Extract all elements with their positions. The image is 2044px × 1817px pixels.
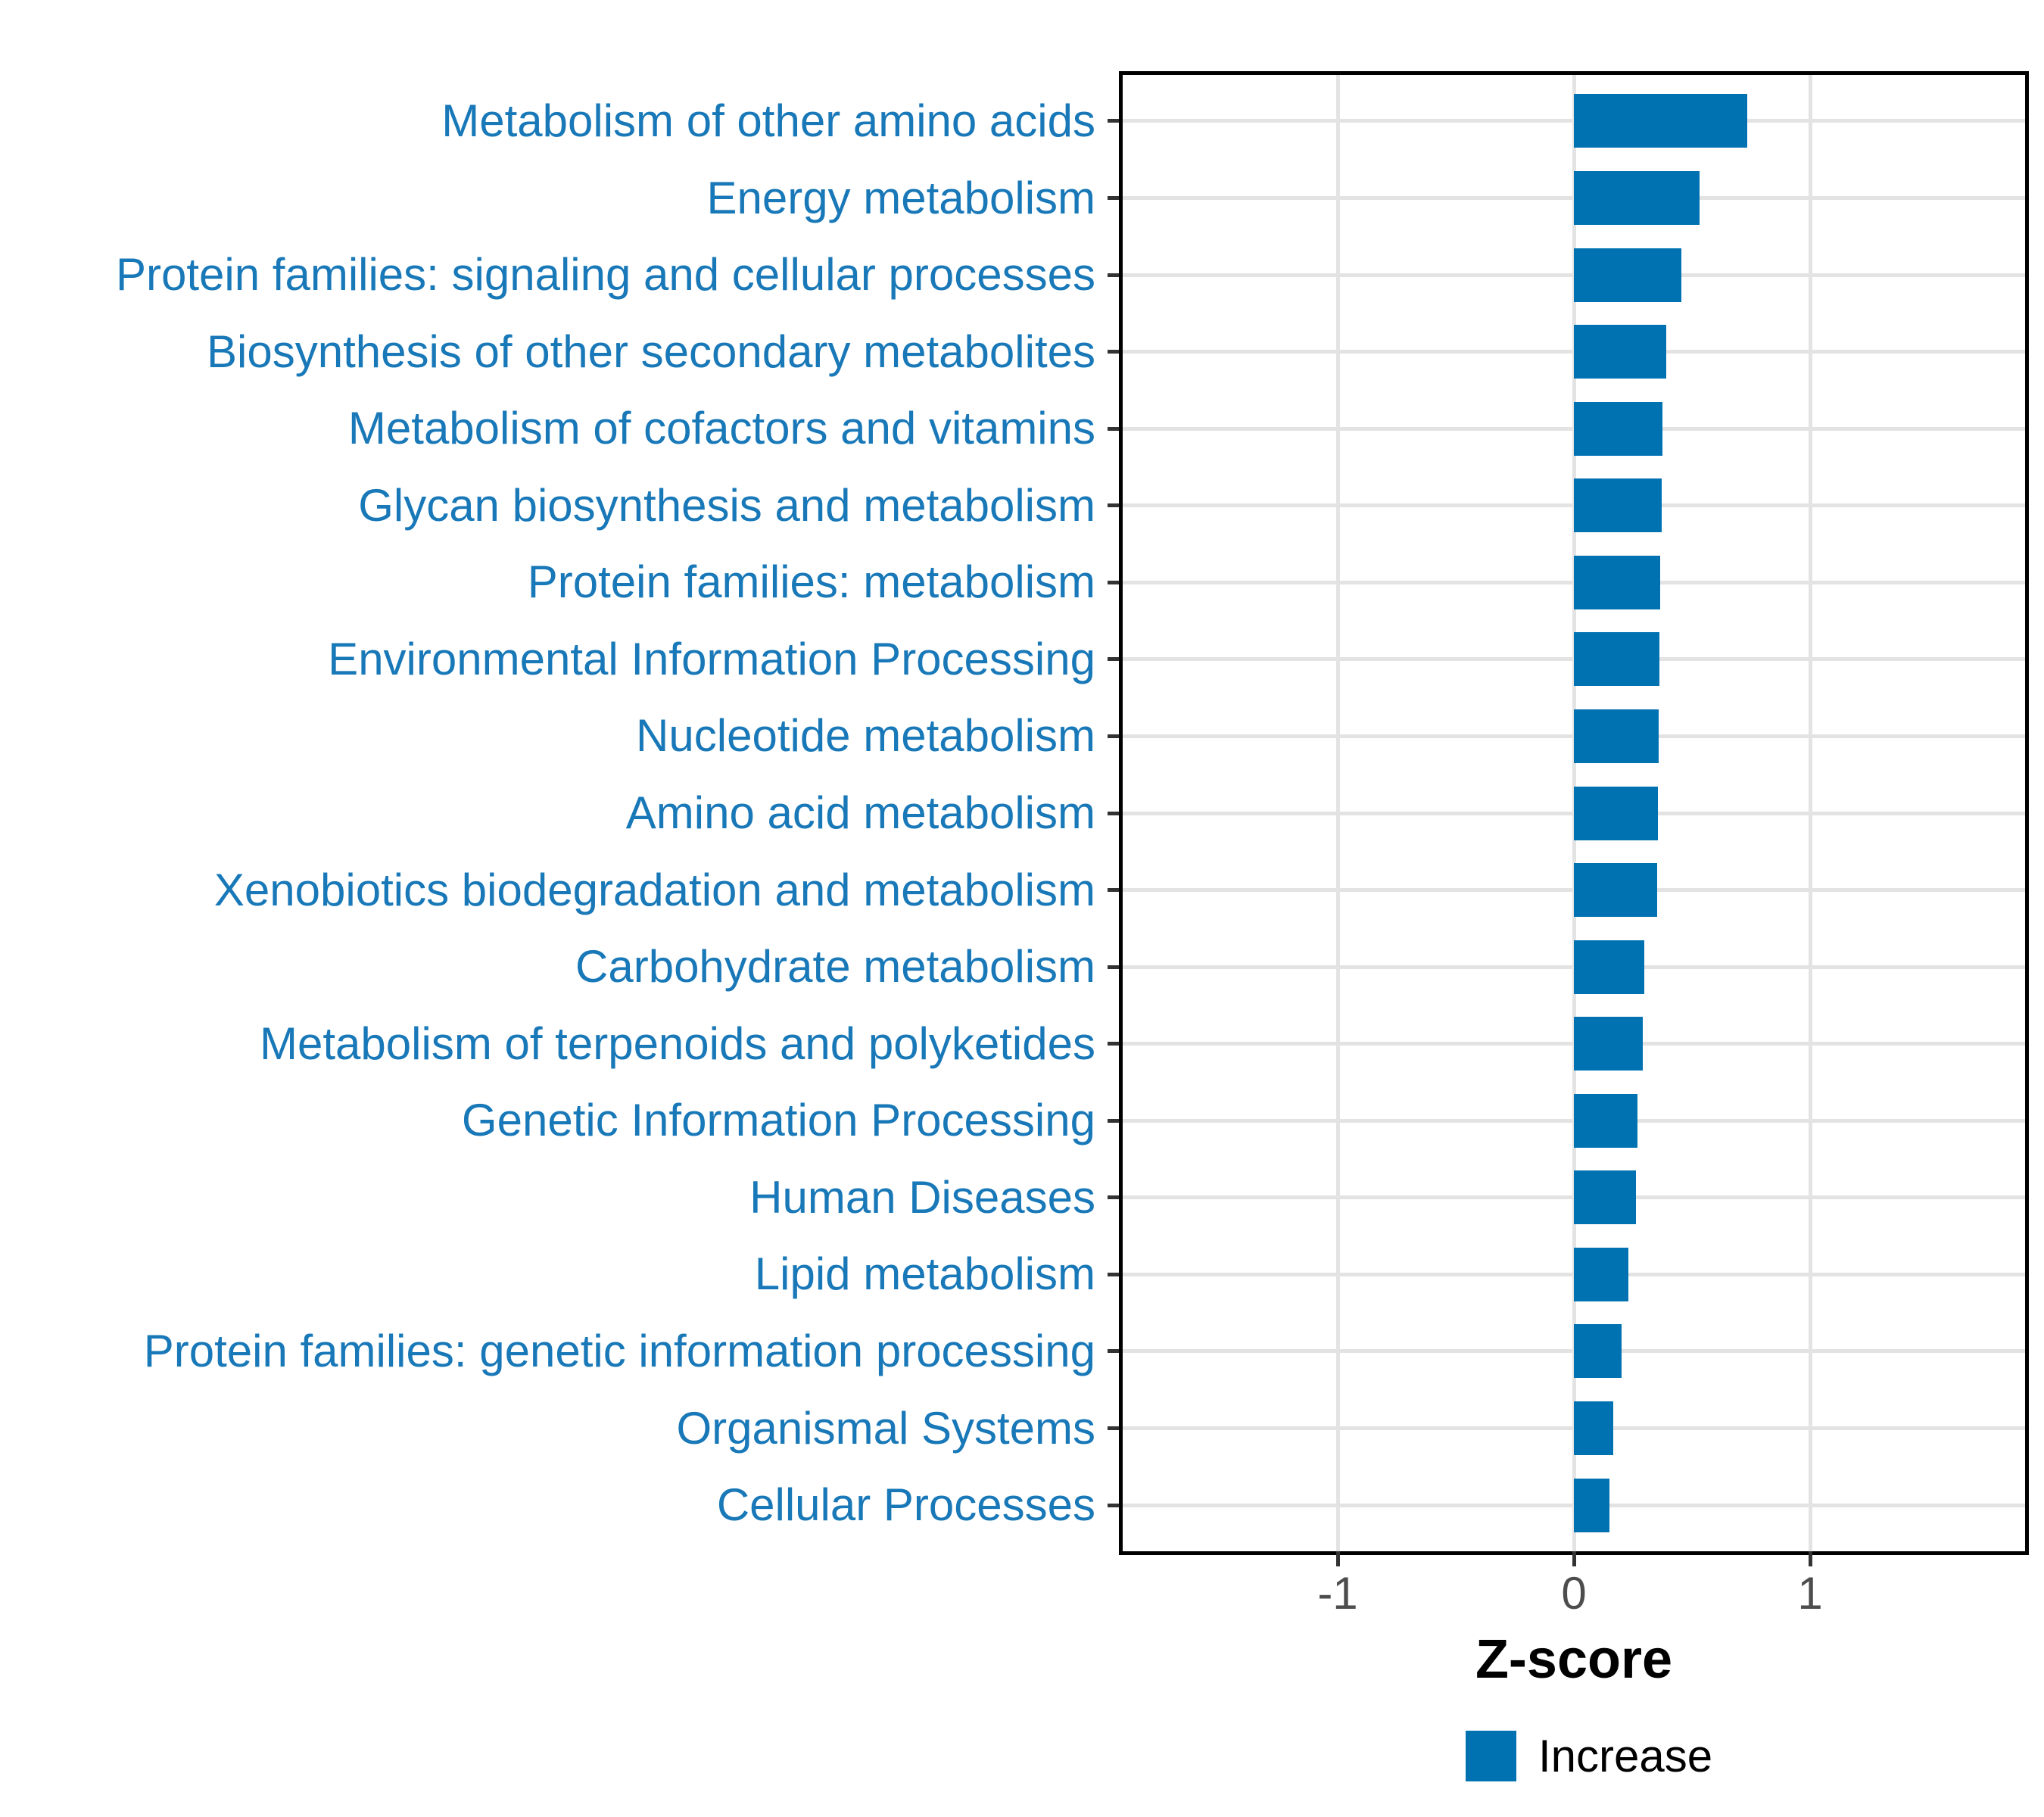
y-axis-label: Xenobiotics biodegradation and metabolis… (213, 864, 1095, 915)
y-axis-tick (1108, 734, 1123, 738)
bar (1574, 786, 1658, 840)
y-axis-tick (1108, 1426, 1123, 1430)
y-axis-label: Biosynthesis of other secondary metaboli… (207, 326, 1095, 377)
y-axis-tick (1108, 273, 1123, 277)
y-axis-label: Amino acid metabolism (625, 787, 1095, 838)
y-axis-label: Protein families: signaling and cellular… (116, 249, 1095, 301)
y-axis-label: Genetic Information Processing (461, 1095, 1095, 1146)
bar (1574, 632, 1659, 687)
y-axis-tick (1108, 1272, 1123, 1276)
x-axis-tick (1335, 1551, 1340, 1566)
x-axis-tick (1808, 1551, 1812, 1566)
bar (1574, 325, 1666, 379)
legend-color-swatch (1466, 1731, 1516, 1781)
grid-line-x (1808, 75, 1812, 1551)
y-axis-label: Lipid metabolism (754, 1248, 1095, 1300)
y-axis-tick (1108, 1195, 1123, 1200)
y-axis-label: Energy metabolism (706, 172, 1095, 223)
y-axis-tick (1108, 503, 1123, 508)
y-axis-tick (1108, 580, 1123, 584)
y-axis-tick (1108, 1042, 1123, 1046)
bar (1574, 709, 1659, 763)
y-axis-label: Metabolism of terpenoids and polyketides (260, 1018, 1095, 1069)
x-axis-tick (1572, 1551, 1576, 1566)
bar (1574, 1478, 1610, 1532)
bar (1574, 1247, 1628, 1301)
y-axis-tick (1108, 965, 1123, 969)
y-axis-tick (1108, 657, 1123, 662)
legend-label: Increase (1538, 1731, 1713, 1781)
bar (1574, 401, 1662, 456)
bar (1574, 555, 1661, 609)
bar (1574, 1170, 1636, 1225)
bar (1574, 94, 1748, 148)
bar (1574, 478, 1662, 533)
y-axis-label: Protein families: metabolism (527, 556, 1095, 608)
y-axis-tick (1108, 1503, 1123, 1507)
y-axis-label: Glycan biosynthesis and metabolism (358, 479, 1095, 531)
y-axis-tick (1108, 811, 1123, 815)
bar (1574, 1324, 1622, 1379)
bar (1574, 940, 1644, 994)
y-axis-label: Carbohydrate metabolism (575, 941, 1095, 993)
x-axis-tick-label: -1 (1317, 1568, 1358, 1619)
bar (1574, 863, 1657, 918)
y-axis-label: Cellular Processes (716, 1479, 1095, 1531)
bar (1574, 1401, 1614, 1455)
bar (1574, 1017, 1643, 1071)
y-axis-tick (1108, 119, 1123, 123)
y-axis-tick (1108, 1118, 1123, 1123)
y-axis-label: Environmental Information Processing (328, 633, 1095, 684)
y-axis-label: Human Diseases (749, 1171, 1095, 1223)
y-axis-label: Protein families: genetic information pr… (143, 1325, 1095, 1376)
y-axis-tick (1108, 888, 1123, 893)
bar (1574, 248, 1681, 302)
x-axis-tick-label: 0 (1561, 1568, 1587, 1619)
y-axis-label: Metabolism of cofactors and vitamins (347, 403, 1095, 454)
y-axis-tick (1108, 196, 1123, 200)
grid-line-x (1335, 75, 1340, 1551)
y-axis-label: Metabolism of other amino acids (441, 95, 1095, 146)
plot-panel (1123, 75, 2025, 1551)
y-axis-tick (1108, 350, 1123, 354)
x-axis-title: Z-score (1475, 1629, 1673, 1690)
bar (1574, 1093, 1638, 1148)
y-axis-label: Organismal Systems (676, 1402, 1095, 1454)
x-axis-tick-label: 1 (1797, 1568, 1823, 1619)
y-axis-tick (1108, 1349, 1123, 1354)
bar (1574, 171, 1700, 225)
y-axis-label: Nucleotide metabolism (636, 710, 1095, 762)
y-axis-tick (1108, 426, 1123, 431)
